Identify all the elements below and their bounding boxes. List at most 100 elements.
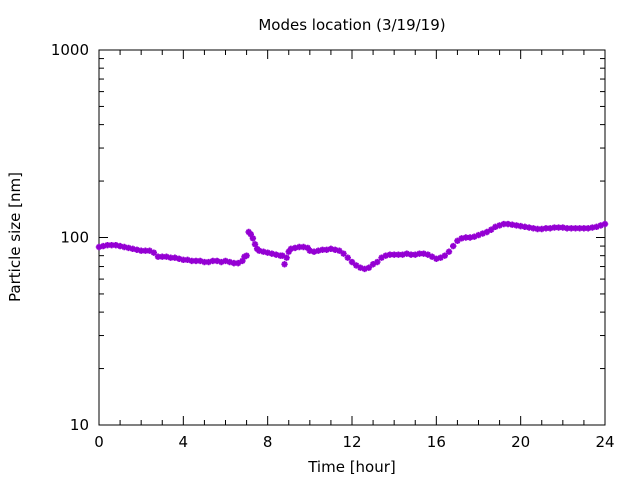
- data-point: [184, 256, 191, 264]
- x-tick-label: 0: [94, 433, 104, 451]
- data-point: [239, 257, 246, 265]
- data-point: [568, 225, 575, 232]
- x-tick-label: 8: [263, 433, 273, 451]
- data-point: [116, 242, 124, 250]
- data-point: [517, 222, 524, 230]
- data-point: [572, 225, 579, 232]
- data-point: [310, 248, 318, 255]
- data-point: [279, 252, 286, 259]
- data-point: [171, 254, 179, 261]
- data-point: [285, 248, 292, 255]
- data-point: [272, 251, 280, 258]
- data-point: [433, 255, 440, 262]
- data-point: [163, 253, 170, 260]
- data-point: [247, 231, 254, 238]
- data-point: [226, 258, 233, 266]
- data-point: [142, 247, 149, 254]
- data-point: [420, 250, 427, 257]
- data-point: [348, 258, 356, 266]
- data-point: [95, 243, 103, 251]
- data-point: [445, 248, 453, 255]
- data-point: [175, 255, 183, 262]
- data-point: [407, 251, 415, 258]
- data-point: [496, 222, 503, 229]
- data-point: [323, 246, 330, 253]
- data-point: [287, 245, 295, 253]
- axis-ticks: 0 4 8 12 16 20 24 10 100 1000: [51, 41, 615, 451]
- data-point: [450, 242, 457, 250]
- data-points: [95, 220, 609, 273]
- data-point: [353, 262, 360, 269]
- data-point: [584, 225, 592, 232]
- data-point: [300, 243, 307, 251]
- data-point: [559, 224, 567, 231]
- data-point: [593, 223, 600, 231]
- data-point: [192, 257, 200, 265]
- data-point: [159, 253, 166, 260]
- data-point: [395, 251, 402, 258]
- data-point: [108, 241, 115, 249]
- data-point: [369, 261, 377, 268]
- data-point: [454, 237, 461, 245]
- data-point: [249, 235, 257, 242]
- data-point: [382, 252, 389, 259]
- data-point: [357, 264, 364, 271]
- data-point: [315, 247, 322, 254]
- data-point: [281, 261, 288, 268]
- data-point: [509, 221, 516, 228]
- data-point: [500, 220, 507, 228]
- data-point: [331, 246, 339, 253]
- data-point: [188, 257, 195, 265]
- data-point: [283, 254, 290, 261]
- data-point: [487, 226, 495, 233]
- data-point: [437, 254, 444, 261]
- data-point: [234, 259, 242, 267]
- data-point: [441, 252, 448, 259]
- data-point: [428, 253, 436, 260]
- data-point: [361, 265, 368, 273]
- data-point: [492, 223, 499, 231]
- data-point: [555, 224, 562, 231]
- data-point: [546, 225, 554, 232]
- data-point: [416, 250, 423, 257]
- data-point: [471, 233, 478, 240]
- data-point: [462, 234, 470, 241]
- data-point: [129, 245, 136, 253]
- data-point: [466, 234, 474, 241]
- data-point: [133, 246, 141, 253]
- x-axis-label: Time [hour]: [307, 458, 396, 476]
- data-point: [112, 241, 120, 249]
- data-point: [534, 225, 541, 233]
- data-point: [589, 224, 596, 231]
- data-point: [100, 242, 107, 250]
- data-point: [121, 243, 128, 251]
- y-axis-label: Particle size [nm]: [6, 172, 24, 302]
- data-point: [180, 256, 187, 264]
- data-point: [260, 248, 267, 255]
- data-point: [222, 257, 229, 265]
- data-point: [167, 254, 174, 261]
- y-tick-label: 1000: [51, 41, 89, 59]
- data-point: [197, 257, 204, 265]
- data-point: [563, 225, 571, 232]
- data-point: [150, 249, 158, 256]
- data-point: [264, 249, 271, 256]
- data-point: [327, 245, 335, 253]
- data-point: [576, 225, 583, 232]
- data-point: [399, 251, 406, 258]
- data-point: [538, 225, 545, 233]
- data-point: [458, 235, 465, 242]
- data-point: [201, 258, 208, 266]
- data-point: [268, 250, 276, 257]
- y-tick-label: 10: [70, 416, 89, 434]
- data-point: [230, 259, 238, 267]
- y-tick-label: 100: [60, 229, 89, 247]
- data-point: [479, 230, 486, 237]
- x-tick-label: 12: [342, 433, 361, 451]
- data-point: [213, 257, 221, 265]
- data-point: [580, 225, 588, 232]
- x-tick-label: 20: [511, 433, 530, 451]
- data-point: [521, 223, 529, 231]
- data-point: [340, 250, 347, 257]
